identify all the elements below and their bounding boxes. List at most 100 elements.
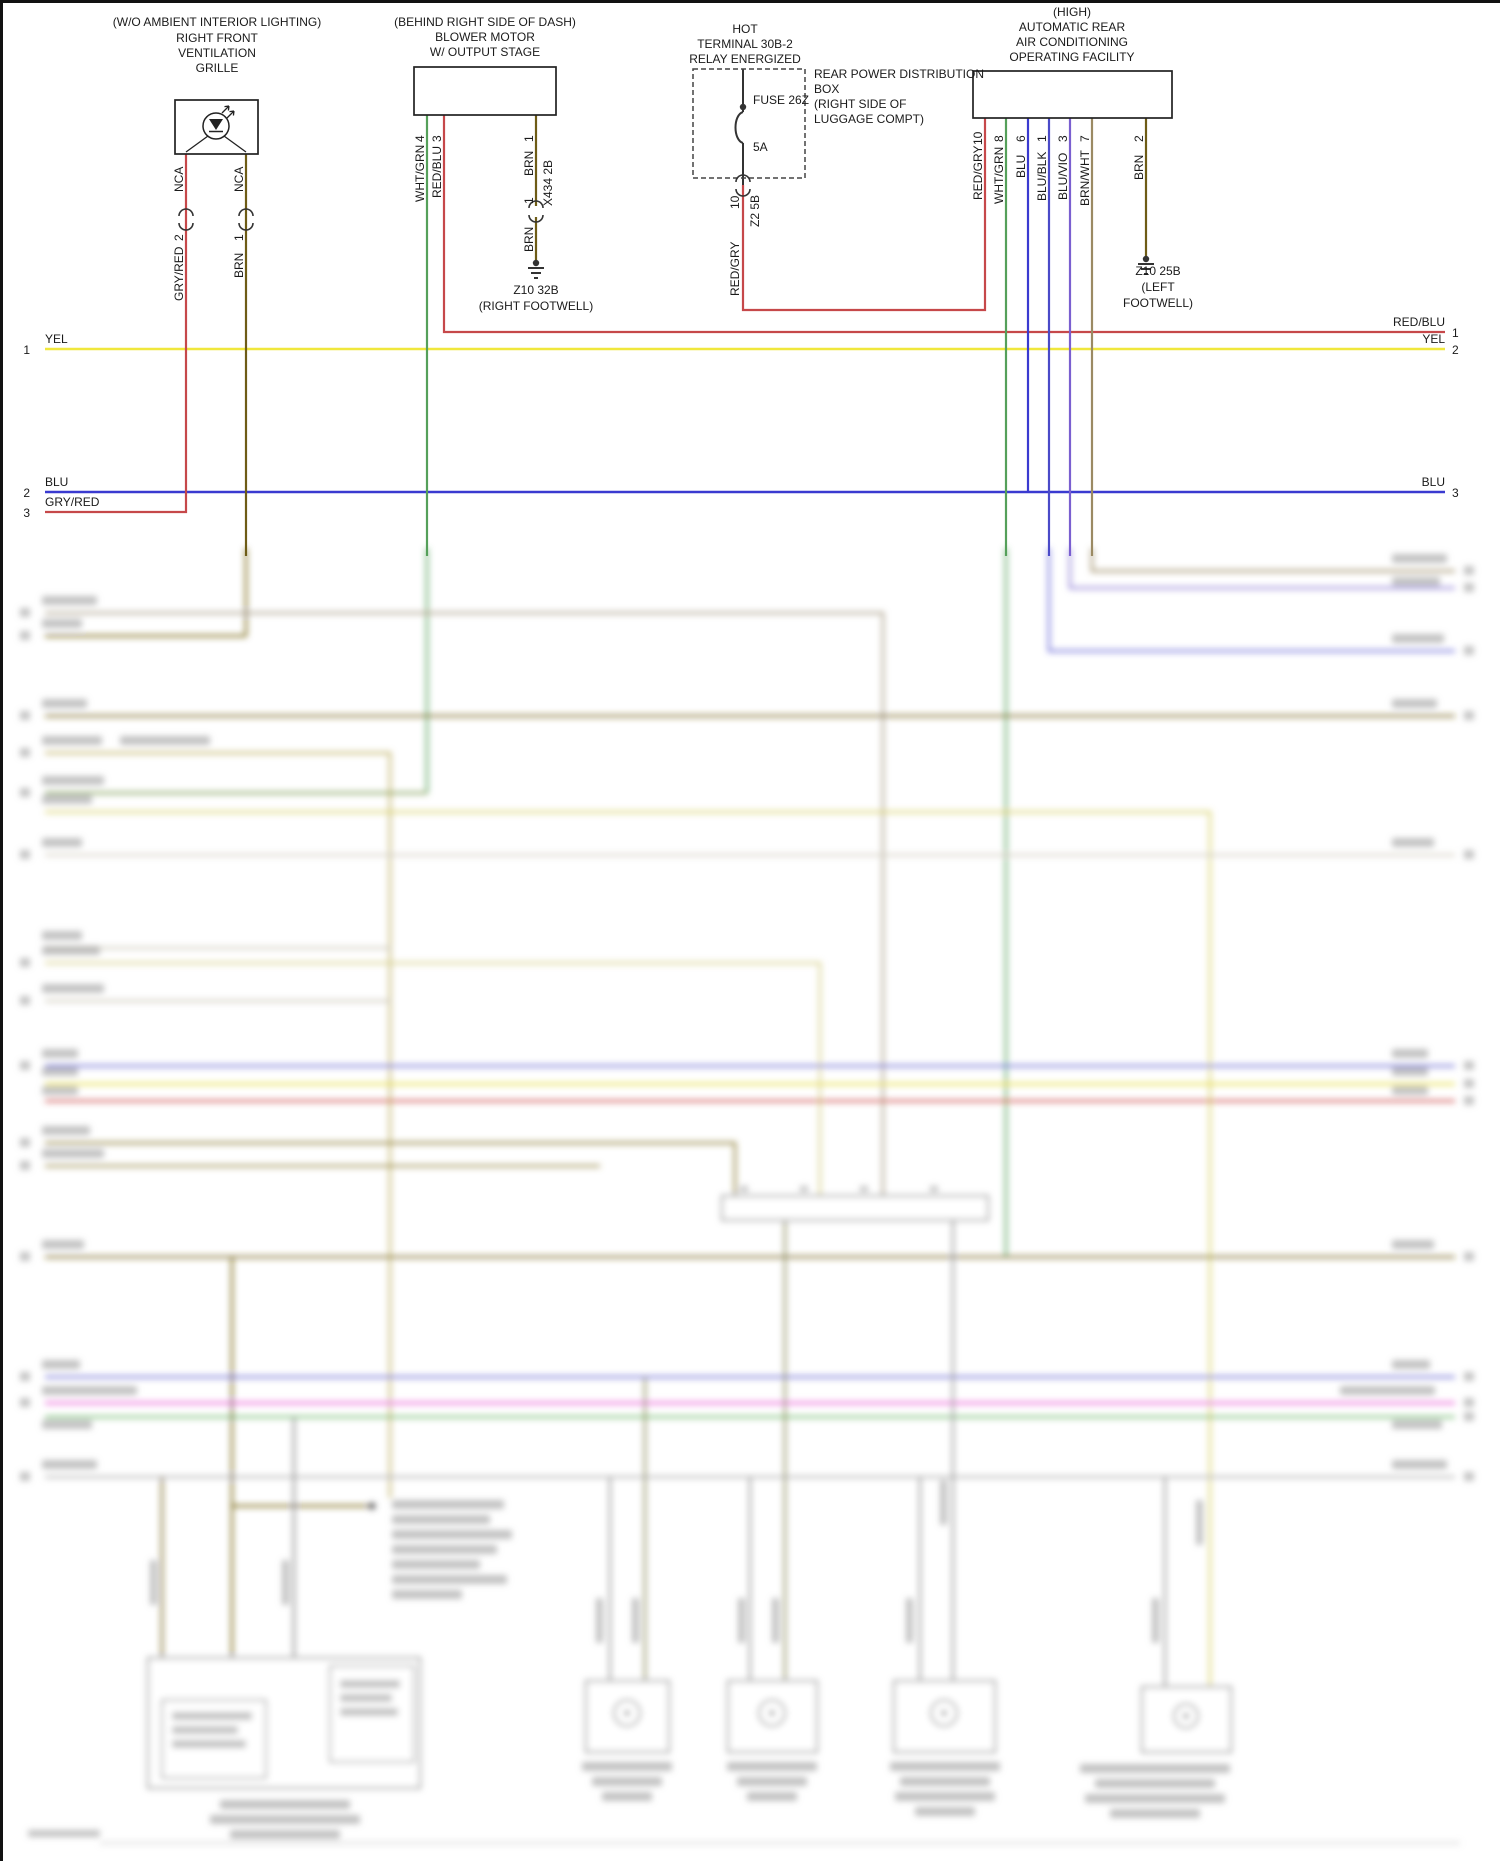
grille-caption: (W/O AMBIENT INTERIOR LIGHTING) RIGHT FR… — [113, 15, 321, 75]
caption-line: W/ OUTPUT STAGE — [430, 45, 540, 59]
smudge — [1464, 1079, 1474, 1088]
ground-dot — [1142, 255, 1150, 263]
smudge — [860, 1186, 868, 1192]
blur-wire — [45, 810, 1212, 1687]
smudge — [42, 795, 92, 804]
pin-label: 1 — [232, 234, 246, 241]
relay-caption: HOT TERMINAL 30B-2 RELAY ENERGIZED — [689, 22, 801, 66]
ground-symbol-right-footwell — [528, 259, 544, 279]
ground-sublabel: FOOTWELL) — [1123, 296, 1193, 310]
smudge — [20, 608, 30, 617]
smudge — [392, 1560, 480, 1569]
wire-label: BRN — [522, 151, 536, 176]
smudge — [42, 619, 82, 628]
connector-symbols — [178, 174, 751, 231]
sensor-symbol — [758, 1699, 786, 1727]
smudge — [1392, 1460, 1447, 1469]
smudge — [392, 1500, 504, 1509]
smudge — [20, 1472, 30, 1481]
smudge — [930, 1186, 938, 1192]
sensor-box — [727, 1680, 818, 1753]
smudge — [1392, 1049, 1428, 1058]
smudge — [800, 1186, 808, 1192]
relay-dashed-box — [692, 68, 806, 179]
caption-line: BOX — [814, 82, 839, 96]
smudge — [1392, 1360, 1430, 1369]
wire-label: BRN — [1132, 155, 1146, 180]
wire-label: RED/GRY — [728, 242, 742, 296]
wire-gry-red — [45, 154, 188, 514]
wire-label: WHT/GRN — [413, 145, 427, 202]
blur-wire — [45, 751, 392, 1498]
bus-num-left: 2 — [23, 486, 30, 500]
wire-red-gry — [741, 118, 987, 312]
blur-wire — [45, 961, 822, 1196]
smudge — [20, 1252, 30, 1261]
smudge — [20, 748, 30, 757]
smudge — [1464, 1412, 1474, 1421]
smudge — [20, 850, 30, 859]
smudge — [915, 1807, 975, 1816]
smudge — [900, 1777, 990, 1786]
bus-num-right: 1 — [1452, 326, 1459, 340]
led-leads — [185, 135, 247, 153]
smudge — [20, 1372, 30, 1381]
smudge — [392, 1515, 490, 1524]
smudge — [1095, 1779, 1215, 1788]
smudge — [1392, 699, 1437, 708]
wire-label: GRY/RED — [172, 246, 186, 301]
bus-label-right: BLU — [1422, 475, 1445, 489]
smudge — [172, 1726, 238, 1734]
smudge — [172, 1740, 246, 1748]
caption-line: HOT — [732, 22, 758, 36]
smudge — [1085, 1794, 1225, 1803]
smudge — [1464, 1252, 1474, 1261]
smudge — [392, 1575, 507, 1584]
caption-line: (HIGH) — [1053, 5, 1091, 19]
smudge — [340, 1708, 398, 1716]
operating-facility-box — [972, 70, 1173, 119]
ground-sublabel: (RIGHT FOOTWELL) — [479, 299, 593, 313]
smudge — [392, 1545, 497, 1554]
caption-line: LUGGAGE COMPT) — [814, 112, 924, 126]
smudge — [582, 1762, 672, 1771]
caption-line: RELAY ENERGIZED — [689, 52, 801, 66]
ground-bars-icon — [528, 267, 544, 279]
fuse-label: FUSE 26Z — [753, 93, 809, 107]
smudge — [20, 958, 30, 967]
smudge — [738, 1598, 745, 1643]
connector-icon — [238, 208, 254, 231]
sensor-box — [893, 1680, 996, 1753]
smudge — [1392, 838, 1434, 847]
smudge — [42, 838, 82, 847]
smudge — [940, 1480, 947, 1525]
smudge — [340, 1680, 400, 1688]
smudge — [42, 1420, 92, 1429]
smudge — [1464, 1398, 1474, 1407]
wire-label: BLU — [1014, 155, 1028, 178]
blur-wire — [45, 1141, 737, 1196]
component-inner-box — [161, 1699, 267, 1779]
opfac-caption: (HIGH) AUTOMATIC REAR AIR CONDITIONING O… — [1009, 5, 1134, 64]
smudge — [20, 1161, 30, 1170]
sensor-box — [585, 1680, 670, 1753]
ground-symbol-left-footwell — [1138, 255, 1154, 275]
blur-wire — [45, 611, 885, 1196]
smudge — [1392, 1240, 1434, 1249]
smudge — [42, 931, 82, 940]
smudge — [1464, 1096, 1474, 1105]
connector-label: X434 2B — [541, 160, 555, 206]
connector-icon — [178, 208, 194, 231]
smudge — [210, 1815, 360, 1824]
sensor-symbol-dot — [624, 1710, 630, 1716]
caption-line: BLOWER MOTOR — [435, 30, 535, 44]
pin-label: 8 — [992, 135, 1006, 142]
blur-wire — [230, 1257, 368, 1658]
pin-label: 6 — [1014, 135, 1028, 142]
bus-label-right: RED/BLU — [1393, 315, 1445, 329]
bus-label-right: YEL — [1422, 332, 1445, 346]
caption-line: GRILLE — [196, 61, 239, 75]
smudge — [42, 1126, 90, 1135]
smudge — [340, 1694, 392, 1702]
